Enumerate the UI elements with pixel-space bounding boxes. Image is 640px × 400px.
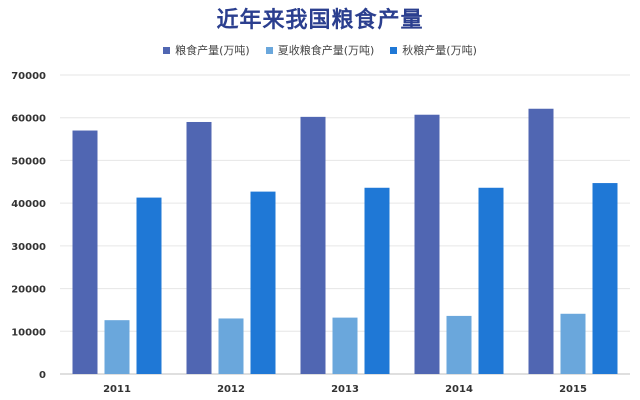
y-tick-label: 70000 — [11, 71, 46, 82]
x-tick-label: 2015 — [559, 384, 587, 395]
bar — [300, 116, 326, 375]
x-tick-label: 2012 — [217, 384, 245, 395]
x-tick-label: 2014 — [445, 384, 473, 395]
bar — [104, 320, 130, 374]
bar — [560, 313, 586, 374]
y-tick-label: 50000 — [11, 156, 46, 167]
legend-item-autumn: 秋粮产量(万吨) — [390, 42, 477, 58]
y-tick-label: 20000 — [11, 285, 46, 296]
bar — [218, 318, 244, 374]
bar — [332, 317, 358, 374]
y-tick-label: 0 — [39, 370, 46, 381]
legend-swatch-autumn — [390, 46, 398, 54]
x-tick-label: 2013 — [331, 384, 359, 395]
y-tick-label: 30000 — [11, 242, 46, 253]
bar — [528, 108, 554, 374]
legend-swatch-total — [163, 46, 171, 54]
legend-item-total: 粮食产量(万吨) — [163, 42, 250, 58]
legend-item-summer: 夏收粮食产量(万吨) — [265, 42, 375, 58]
legend-label-autumn: 秋粮产量(万吨) — [402, 44, 477, 57]
bar — [136, 197, 162, 374]
legend-label-summer: 夏收粮食产量(万吨) — [277, 44, 375, 57]
bar — [592, 183, 618, 374]
bar — [72, 130, 98, 374]
bar — [446, 315, 472, 374]
bar — [186, 121, 212, 374]
y-tick-label: 10000 — [11, 327, 46, 338]
y-tick-label: 60000 — [11, 114, 46, 125]
x-tick-label: 2011 — [103, 384, 131, 395]
bar — [478, 187, 504, 374]
bar — [414, 114, 440, 374]
legend-swatch-summer — [265, 46, 273, 54]
y-tick-label: 40000 — [11, 199, 46, 210]
bar — [364, 187, 390, 374]
chart-title: 近年来我国粮食产量 — [216, 8, 424, 33]
legend-label-total: 粮食产量(万吨) — [175, 44, 250, 57]
legend: 粮食产量(万吨) 夏收粮食产量(万吨) 秋粮产量(万吨) — [0, 42, 640, 58]
bar — [250, 191, 276, 374]
